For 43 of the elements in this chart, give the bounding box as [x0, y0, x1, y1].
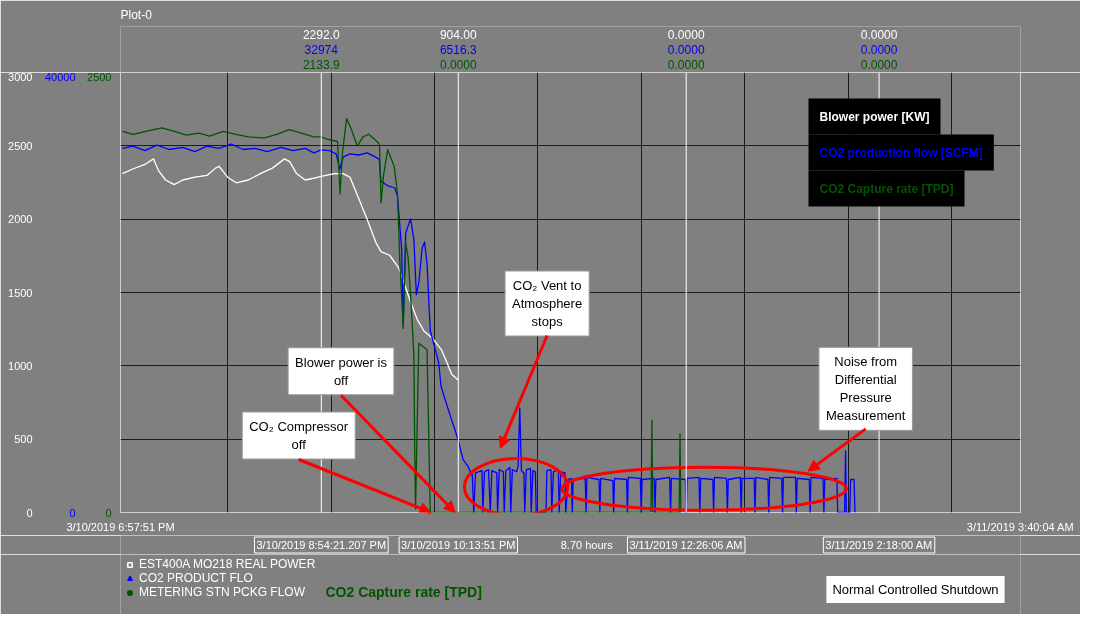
y3-tick-label: 0 [105, 506, 112, 519]
annotation: CO2 production flow [SCFM] [819, 145, 983, 160]
y2-tick-label: 0 [69, 506, 76, 519]
text: 6516.3 [439, 43, 477, 57]
annotation: Blower power is off [295, 354, 388, 388]
annotation: CO2 Capture rate [TPD] [819, 181, 954, 196]
y3-tick-label: 2500 [87, 70, 112, 83]
text: 8.70 hours [560, 539, 614, 551]
legend-label: METERING STN PCKG FLOW [139, 585, 306, 599]
y-tick-label: 500 [14, 433, 33, 446]
text: Normal Controlled Shutdown [832, 582, 999, 597]
ref-line-label: 3/11/2019 2:18:00 AM [825, 539, 933, 551]
text: 0.0000 [667, 43, 705, 57]
text: 2133.9 [302, 58, 340, 72]
text: 0.0000 [667, 28, 705, 42]
text: 0.0000 [667, 58, 705, 72]
text: 0.0000 [860, 58, 898, 72]
annotation: Noise from Differential Pressure Measurement [825, 354, 906, 424]
y-tick-label: 2500 [8, 139, 33, 152]
ref-line-label: 3/10/2019 10:13:51 PM [401, 539, 516, 551]
text: 32974 [304, 43, 339, 57]
chart-title: Plot-0 [120, 7, 153, 22]
legend-label: EST400A MO218 REAL POWER [139, 557, 316, 571]
annotation: Blower power [KW] [819, 109, 930, 124]
legend-label: CO2 PRODUCT FLO [139, 571, 253, 585]
y-tick-label: 0 [26, 506, 33, 519]
ref-line-label: 3/11/2019 12:26:06 AM [629, 539, 743, 551]
y-tick-label: 1500 [8, 286, 33, 299]
text: CO2 Capture rate [TPD] [325, 583, 482, 600]
y-tick-label: 2000 [8, 213, 33, 226]
text: 0.0000 [439, 58, 477, 72]
x-tick-label: 3/10/2019 6:57:51 PM [66, 520, 175, 533]
y-tick-label: 1000 [8, 359, 33, 372]
y-tick-label: 3000 [8, 70, 33, 83]
annotation: CO₂ Vent to Atmosphere stops [512, 278, 583, 329]
ref-line-label: 3/10/2019 8:54:21.207 PM [256, 539, 387, 551]
annotation: CO₂ Compressor off [249, 419, 349, 452]
text: 904.00 [439, 28, 477, 42]
y2-tick-label: 40000 [44, 70, 76, 83]
text: 0.0000 [860, 43, 898, 57]
text: 0.0000 [860, 28, 898, 42]
x-tick-label: 3/11/2019 3:40:04 AM [966, 520, 1074, 533]
text: 2292.0 [302, 28, 340, 42]
